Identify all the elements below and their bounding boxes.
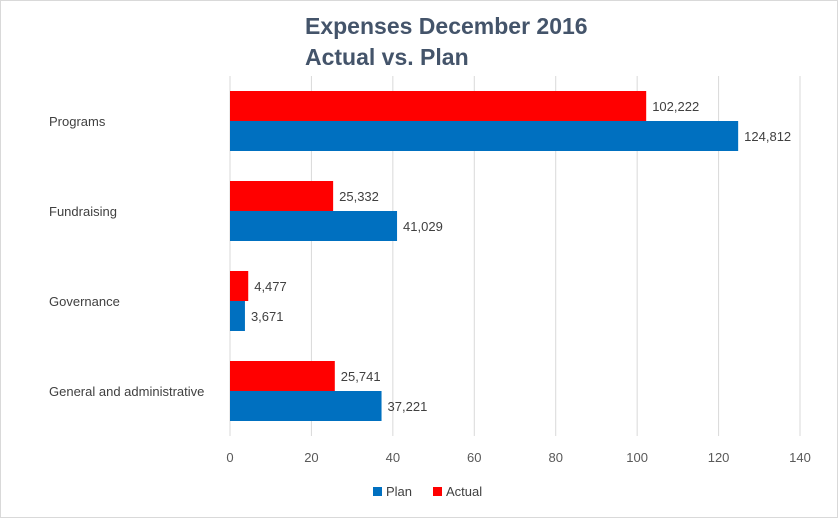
legend-swatch-actual	[433, 487, 442, 496]
x-tick-label: 80	[548, 450, 562, 465]
x-tick-label: 140	[789, 450, 811, 465]
x-tick-label: 0	[226, 450, 233, 465]
x-tick-label: 120	[708, 450, 730, 465]
category-label: Programs	[49, 114, 106, 129]
plan-data-label: 3,671	[251, 309, 284, 324]
bars	[230, 91, 739, 421]
legend-label-plan: Plan	[386, 484, 412, 499]
category-label: Fundraising	[49, 204, 117, 219]
actual-data-label: 25,332	[339, 189, 379, 204]
category-label: General and administrative	[49, 384, 204, 399]
plan-data-label: 37,221	[388, 399, 428, 414]
plan-data-label: 124,812	[744, 129, 791, 144]
plan-bar	[230, 121, 739, 151]
chart-subtitle: Actual vs. Plan	[305, 44, 469, 70]
legend-swatch-plan	[373, 487, 382, 496]
actual-bar	[230, 91, 647, 121]
legend: Plan Actual	[373, 484, 482, 499]
actual-data-label: 102,222	[652, 99, 699, 114]
actual-data-label: 4,477	[254, 279, 287, 294]
actual-bar	[230, 181, 334, 211]
category-labels: Programs Fundraising Governance General and…	[49, 114, 204, 399]
actual-bar	[230, 361, 335, 391]
x-tick-label: 100	[626, 450, 648, 465]
category-label: Governance	[49, 294, 120, 309]
chart-title-block: Expenses December 2016 Actual vs. Plan	[305, 11, 588, 73]
plan-bar	[230, 391, 382, 421]
x-axis-ticks: 0 20 40 60 80 100 120 140	[226, 450, 810, 465]
plan-data-label: 41,029	[403, 219, 443, 234]
x-tick-label: 60	[467, 450, 481, 465]
legend-label-actual: Actual	[446, 484, 482, 499]
actual-data-label: 25,741	[341, 369, 381, 384]
data-labels: 102,222 124,812 25,332 41,029 4,477 3,671 25,7…	[251, 99, 791, 414]
x-tick-label: 20	[304, 450, 318, 465]
actual-bar	[230, 271, 249, 301]
plan-bar	[230, 301, 245, 331]
chart-title: Expenses December 2016	[305, 13, 588, 39]
x-tick-label: 40	[386, 450, 400, 465]
plan-bar	[230, 211, 398, 241]
